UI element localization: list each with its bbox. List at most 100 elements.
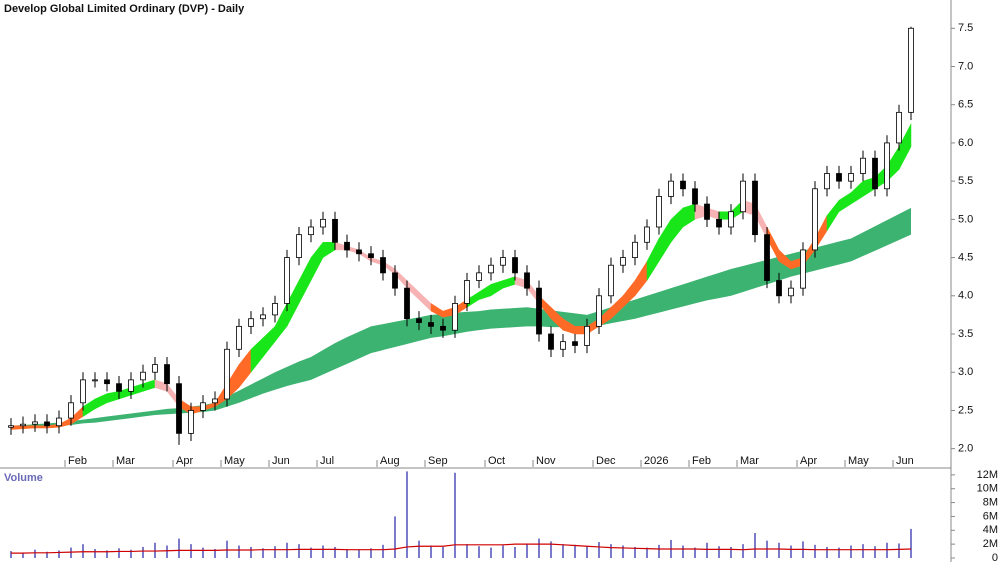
x-tick-label: May [224, 455, 245, 467]
candle-body [452, 303, 458, 331]
volume-bar [838, 547, 840, 558]
slow-band [455, 311, 467, 335]
volume-bar [778, 542, 780, 558]
volume-bar [118, 548, 120, 558]
candle-body [308, 226, 314, 236]
candle-body [80, 379, 86, 404]
candle-body [32, 421, 38, 425]
candle-body [164, 364, 170, 385]
candle-body [176, 383, 182, 434]
volume-bar [22, 552, 24, 558]
slow-band [239, 384, 251, 403]
volume-bar [322, 545, 324, 558]
volume-bar [226, 540, 228, 558]
volume-bar [10, 551, 12, 558]
slow-band [287, 361, 299, 386]
candle-body [140, 371, 146, 381]
slow-band [347, 331, 359, 364]
slow-band [83, 418, 95, 424]
candle-body [344, 241, 350, 251]
slow-band [827, 241, 839, 268]
volume-bar [346, 548, 348, 558]
slow-band [707, 272, 719, 301]
y-tick-label: 6M [983, 510, 998, 522]
candle-body [284, 257, 290, 304]
slow-band [719, 269, 731, 299]
y-tick-label: 5.5 [958, 175, 973, 187]
volume-bar [166, 545, 168, 558]
candle-body [908, 27, 914, 113]
y-tick-label: 10M [977, 483, 998, 495]
candle-body [188, 410, 194, 434]
volume-bar [682, 545, 684, 558]
candle-body [68, 402, 74, 419]
candle-body [212, 398, 218, 404]
volume-bar [826, 546, 828, 558]
volume-bar [742, 544, 744, 558]
candle-body [488, 264, 494, 274]
chart-title: Develop Global Limited Ordinary (DVP) - … [4, 3, 245, 15]
volume-bar [562, 544, 564, 558]
candle-body [596, 295, 602, 327]
x-tick-label: Mar [740, 455, 759, 467]
candle-body [680, 180, 686, 190]
candle-body [92, 379, 98, 382]
slow-band [311, 350, 323, 380]
candle-body [872, 157, 878, 190]
slow-band [647, 291, 659, 316]
volume-average [11, 543, 912, 554]
candle-body [824, 173, 830, 190]
x-tick-label: Feb [68, 455, 87, 467]
candle-body [392, 272, 398, 289]
volume-bar [850, 545, 852, 558]
slow-band [767, 256, 779, 285]
volume-bar [634, 546, 636, 558]
candle-body [752, 180, 758, 236]
slow-band [119, 413, 131, 420]
candle-body [152, 364, 158, 373]
slow-band [659, 288, 671, 313]
candle-body [548, 333, 554, 350]
volume-bar [610, 544, 612, 558]
volume-bar [298, 544, 300, 558]
candle-body [716, 218, 722, 228]
y-tick-label: 3.0 [958, 366, 973, 378]
y-tick-label: 3.5 [958, 328, 973, 340]
volume-bar [466, 544, 468, 558]
volume-bar [106, 550, 108, 558]
volume-bar [46, 551, 48, 558]
candle-body [440, 325, 446, 331]
candle-body [116, 383, 122, 392]
slow-band [623, 299, 635, 322]
volume-bar [418, 540, 420, 558]
candle-body [416, 318, 422, 323]
volume-bar [370, 548, 372, 558]
volume-bar [718, 546, 720, 558]
slow-band [407, 317, 419, 344]
volume-bar [382, 544, 384, 558]
slow-band [107, 415, 119, 422]
slow-band [527, 307, 539, 327]
candle-body [248, 318, 254, 327]
slow-band [383, 321, 395, 351]
candle-body [740, 180, 746, 213]
volume-bar [646, 547, 648, 558]
volume-bar [34, 549, 36, 558]
volume-bar [430, 545, 432, 558]
slow-band [323, 343, 335, 375]
volume-bar [130, 549, 132, 558]
y-tick-label: 8M [983, 496, 998, 508]
slow-band [731, 265, 743, 296]
candle-body [848, 173, 854, 182]
volume-bar [334, 546, 336, 558]
volume-bar [394, 516, 396, 558]
slow-band [503, 308, 515, 328]
slow-band [899, 207, 911, 240]
slow-band [863, 226, 875, 257]
y-tick-label: 6.5 [958, 99, 973, 111]
fast-band [22, 425, 36, 430]
candle-body [728, 211, 734, 228]
candle-body [236, 325, 242, 350]
candle-body [200, 402, 206, 411]
